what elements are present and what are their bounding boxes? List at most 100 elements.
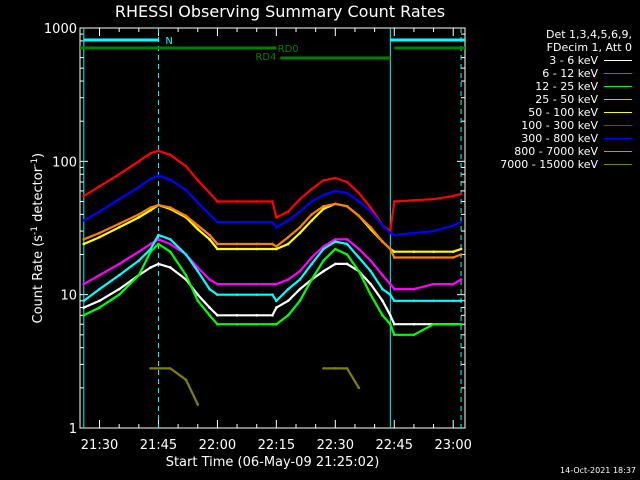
data-point — [451, 282, 455, 286]
data-point — [298, 226, 302, 229]
data-point — [184, 378, 188, 382]
data-point — [381, 287, 384, 291]
data-point — [271, 200, 274, 203]
data-point — [157, 238, 160, 241]
data-point — [459, 299, 463, 303]
night-label: N — [165, 36, 172, 47]
legend-items: 3 - 6 keV 6 - 12 keV 12 - 25 keV 25 - 50 ke… — [470, 54, 636, 171]
data-point — [235, 293, 239, 296]
series-line — [323, 367, 360, 389]
data-point — [271, 322, 274, 326]
data-point — [322, 269, 325, 273]
legend-swatch — [604, 99, 632, 100]
data-point — [275, 322, 278, 326]
data-point — [392, 200, 396, 203]
data-point — [310, 213, 314, 216]
data-point — [271, 220, 274, 224]
data-point — [149, 206, 152, 209]
data-point — [412, 333, 416, 337]
data-point — [451, 194, 455, 198]
data-point — [117, 262, 121, 266]
data-point — [345, 180, 349, 184]
data-point — [168, 250, 172, 254]
legend-header-decimation: FDecim 1, Att 0 — [546, 41, 632, 54]
data-point — [157, 149, 160, 153]
data-point — [184, 164, 188, 168]
data-point — [196, 224, 200, 227]
x-tick-label: 21:45 — [140, 438, 177, 453]
data-point — [286, 219, 290, 222]
data-point — [137, 160, 141, 163]
data-point — [298, 269, 302, 273]
data-point — [235, 314, 239, 317]
data-point — [392, 299, 396, 303]
legend-item: 12 - 25 keV — [470, 80, 636, 93]
data-point — [82, 299, 86, 303]
data-point — [149, 266, 152, 269]
data-point — [82, 314, 86, 317]
data-point — [286, 314, 290, 317]
data-point — [451, 250, 455, 254]
data-point — [381, 299, 384, 303]
data-point — [334, 262, 337, 266]
data-point — [98, 287, 101, 291]
data-point — [322, 245, 325, 248]
data-point — [345, 367, 349, 370]
data-point — [357, 191, 361, 195]
data-point — [196, 269, 200, 273]
data-point — [369, 293, 372, 296]
data-point — [255, 220, 259, 224]
data-point — [137, 250, 141, 254]
data-point — [184, 214, 188, 218]
data-point — [381, 314, 384, 317]
data-point — [216, 322, 219, 326]
data-point — [196, 299, 200, 303]
data-point — [98, 184, 101, 188]
data-point — [117, 293, 121, 296]
data-point — [157, 367, 160, 370]
data-point — [345, 253, 349, 256]
data-point — [412, 287, 416, 291]
data-point — [157, 174, 160, 178]
data-point — [235, 220, 239, 224]
data-point — [345, 191, 349, 195]
data-point — [334, 202, 337, 206]
data-point — [235, 322, 239, 326]
data-point — [459, 278, 463, 281]
data-point — [322, 259, 325, 262]
data-point — [275, 245, 278, 248]
data-point — [216, 247, 219, 251]
data-point — [381, 240, 384, 243]
rd0-label: RD0 — [278, 44, 299, 55]
data-point — [451, 256, 455, 259]
data-point — [451, 322, 455, 326]
data-point — [392, 233, 396, 237]
data-point — [196, 293, 200, 296]
y-tick-label: 10 — [60, 289, 77, 304]
data-point — [82, 242, 86, 246]
data-point — [184, 253, 188, 256]
data-point — [137, 185, 141, 189]
data-point — [369, 282, 372, 286]
data-point — [432, 282, 435, 286]
data-point — [149, 242, 152, 246]
legend-label: 800 - 7000 keV — [514, 145, 598, 158]
data-point — [216, 293, 219, 296]
x-tick-label: 22:15 — [258, 438, 295, 453]
data-point — [451, 299, 455, 303]
data-point — [168, 367, 172, 370]
data-point — [208, 238, 211, 241]
data-point — [216, 314, 219, 317]
legend-item: 7000 - 15000 keV — [470, 158, 636, 171]
data-point — [98, 306, 101, 309]
data-point — [208, 306, 211, 309]
data-point — [389, 247, 392, 251]
data-point — [310, 187, 314, 191]
data-point — [334, 367, 337, 370]
series-line — [150, 367, 199, 405]
legend-swatch — [604, 138, 632, 139]
data-point — [117, 273, 121, 277]
data-point — [149, 367, 152, 370]
legend-label: 3 - 6 keV — [549, 54, 598, 67]
data-point — [117, 172, 121, 176]
